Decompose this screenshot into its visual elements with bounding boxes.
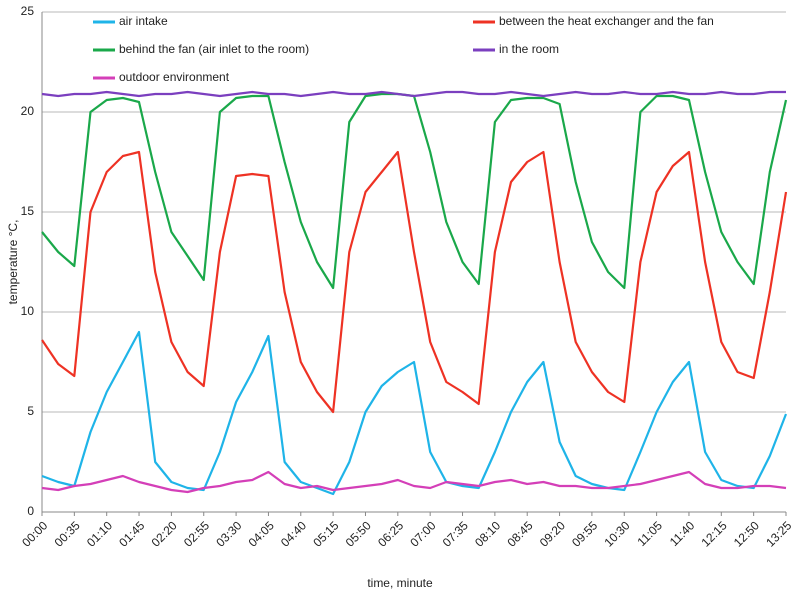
x-tick-label: 05:15 xyxy=(310,518,341,549)
x-tick-label: 09:20 xyxy=(537,518,568,549)
y-tick-label: 15 xyxy=(21,204,35,218)
x-tick-label: 10:30 xyxy=(601,518,632,549)
x-tick-label: 11:40 xyxy=(667,518,698,549)
legend-item: air intake xyxy=(93,14,168,28)
legend-item: outdoor environment xyxy=(93,70,230,84)
y-tick-label: 0 xyxy=(27,504,34,518)
x-tick-label: 05:50 xyxy=(343,518,374,549)
x-tick-label: 04:05 xyxy=(246,518,277,549)
y-tick-label: 20 xyxy=(21,104,35,118)
legend-label: outdoor environment xyxy=(119,70,230,84)
x-tick-label: 03:30 xyxy=(213,518,244,549)
x-tick-label: 08:45 xyxy=(504,518,535,549)
x-axis-title: time, minute xyxy=(367,576,433,590)
x-tick-label: 02:20 xyxy=(149,518,180,549)
legend-label: in the room xyxy=(499,42,559,56)
x-tick-label: 02:55 xyxy=(181,518,212,549)
y-axis-title: temperature °C, xyxy=(6,220,20,305)
y-tick-label: 5 xyxy=(27,404,34,418)
x-tick-label: 12:15 xyxy=(699,518,730,549)
x-tick-label: 07:00 xyxy=(407,518,438,549)
x-tick-label: 00:00 xyxy=(19,518,50,549)
x-tick-label: 01:10 xyxy=(84,518,115,549)
legend-item: in the room xyxy=(473,42,559,56)
x-tick-label: 00:35 xyxy=(52,518,83,549)
legend-item: behind the fan (air inlet to the room) xyxy=(93,42,309,56)
x-tick-label: 09:55 xyxy=(569,518,600,549)
y-tick-label: 10 xyxy=(21,304,35,318)
series-line xyxy=(41,470,787,494)
x-tick-label: 08:10 xyxy=(472,518,503,549)
series-line xyxy=(41,150,788,414)
legend-item: between the heat exchanger and the fan xyxy=(473,14,714,28)
series-line xyxy=(41,90,786,98)
x-tick-label: 13:25 xyxy=(763,518,794,549)
legend-label: air intake xyxy=(119,14,168,28)
legend-label: behind the fan (air inlet to the room) xyxy=(119,42,309,56)
legend-label: between the heat exchanger and the fan xyxy=(499,14,714,28)
x-tick-label: 06:25 xyxy=(375,518,406,549)
x-tick-label: 01:45 xyxy=(116,518,147,549)
x-tick-label: 04:40 xyxy=(278,518,309,549)
series-line xyxy=(41,330,788,496)
x-tick-label: 11:05 xyxy=(634,518,665,549)
x-tick-label: 12:50 xyxy=(731,518,762,549)
x-tick-label: 07:35 xyxy=(440,518,471,549)
y-tick-label: 25 xyxy=(21,4,35,18)
